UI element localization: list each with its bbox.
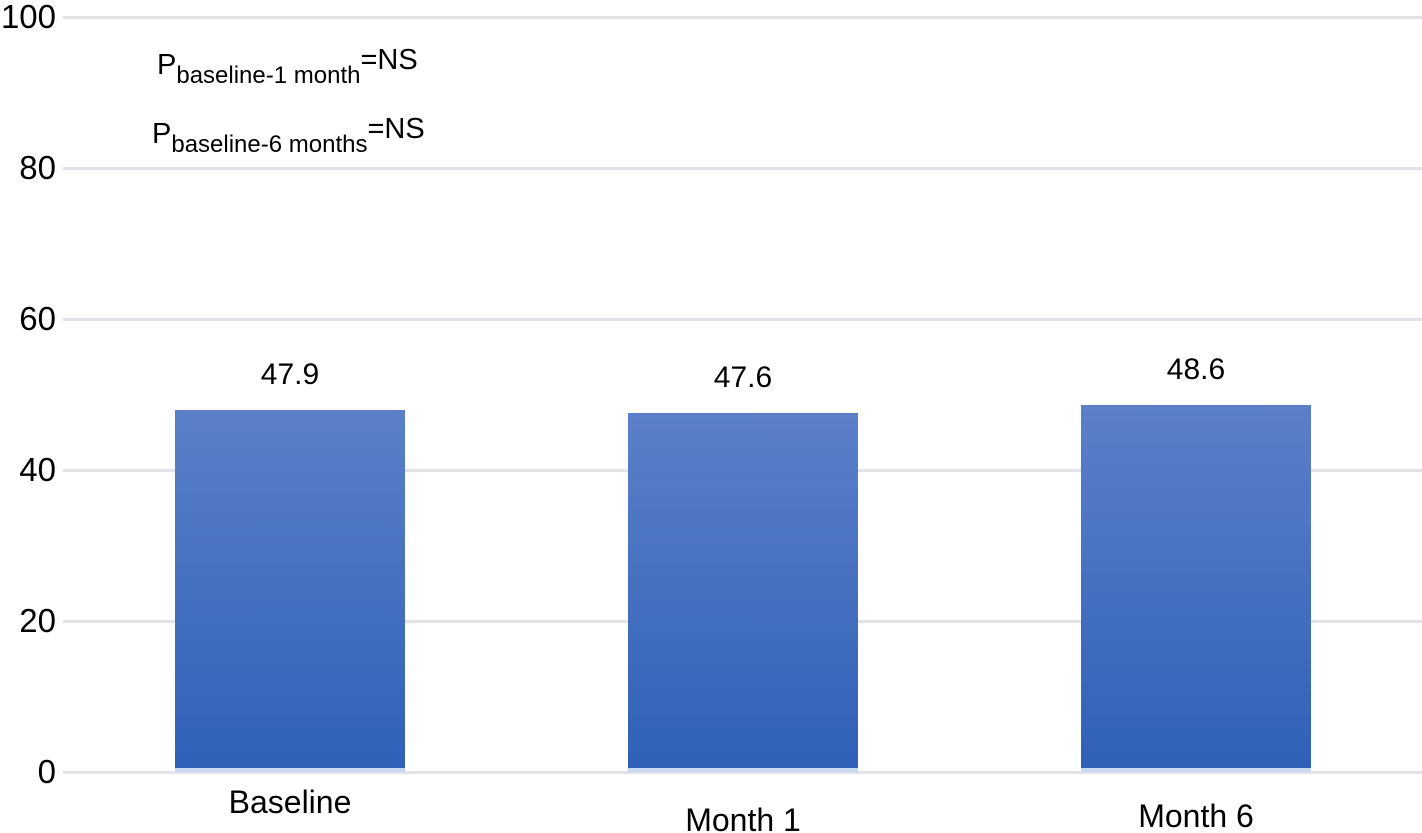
annotation-symbol: P <box>157 49 177 81</box>
x-axis-category-label: Month 1 <box>685 802 801 833</box>
bar-value-label: 48.6 <box>1166 353 1226 386</box>
annotation-subscript: baseline-1 month <box>176 62 361 89</box>
p-value-annotation: Pbaseline-6 months=NS <box>152 113 425 159</box>
annotation-result: =NS <box>367 113 425 145</box>
bar-value-label: 47.9 <box>260 358 320 391</box>
x-axis-category-label: Month 6 <box>1138 798 1254 833</box>
y-axis-tick-label: 20 <box>19 602 56 639</box>
gridline <box>63 771 1422 774</box>
annotation-result: =NS <box>360 44 418 76</box>
x-axis-category-label: Baseline <box>228 784 352 820</box>
gridline <box>63 318 1422 321</box>
annotation-subscript: baseline-6 months <box>171 131 368 158</box>
y-axis-tick-label: 60 <box>19 300 56 337</box>
gridline <box>63 167 1422 170</box>
y-axis-tick-label: 100 <box>0 0 56 35</box>
bar-value-label: 47.6 <box>713 361 773 394</box>
bar <box>628 413 858 772</box>
gridline <box>63 16 1422 19</box>
y-axis-tick-label: 0 <box>37 753 56 790</box>
p-value-annotation: Pbaseline-1 month=NS <box>157 44 418 90</box>
y-axis-tick-label: 40 <box>19 451 56 488</box>
annotation-symbol: P <box>152 118 172 150</box>
bar <box>175 410 405 772</box>
y-axis-tick-label: 80 <box>19 149 56 186</box>
bar <box>1081 405 1311 772</box>
